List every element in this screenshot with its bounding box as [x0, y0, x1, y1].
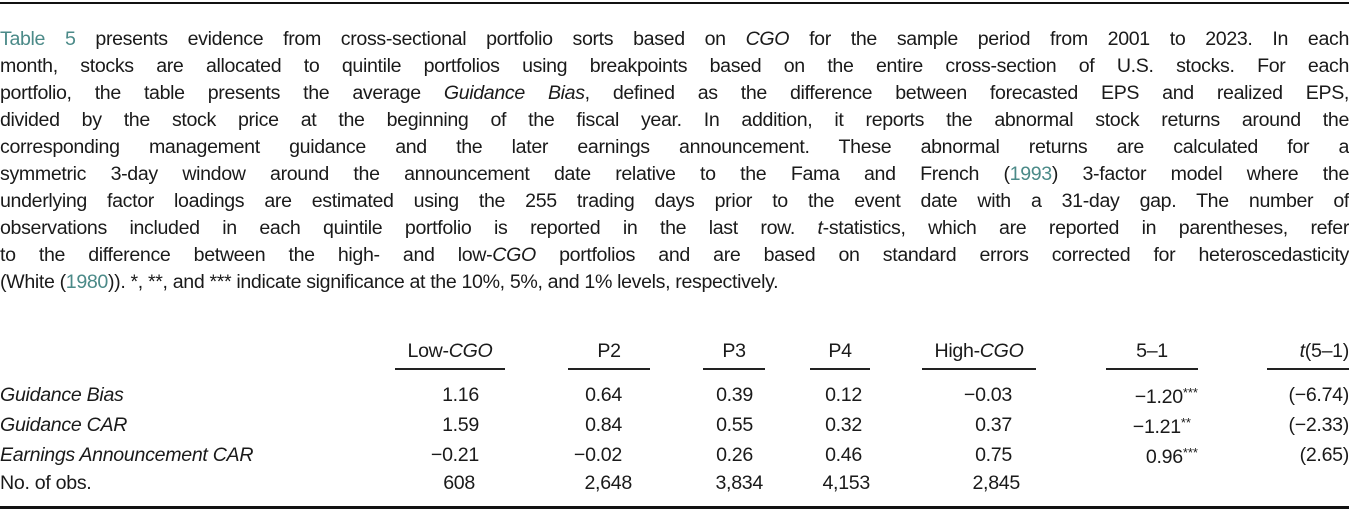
- caption-line: portfolio, the table presents the averag…: [0, 82, 1349, 104]
- cell-tstat: (−6.74): [1288, 384, 1349, 406]
- cell-p4: 0.12: [825, 384, 862, 406]
- header-p4: P4: [765, 336, 890, 372]
- cell-high: −0.03: [963, 384, 1012, 406]
- cgo-portfolio-table: Low-CGO P2 P3 P4 High-CGO 5–1 t(5–1) Gui…: [0, 336, 1349, 496]
- row-label: Guidance Bias: [0, 384, 124, 406]
- caption-line: (White (1980)). *, **, and *** indicate …: [0, 271, 779, 293]
- bottom-rule: [0, 506, 1349, 509]
- header-p3: P3: [650, 336, 765, 372]
- cell-p4: 0.46: [825, 444, 862, 466]
- caption-line: Table 5 presents evidence from cross-sec…: [0, 28, 1349, 50]
- table-row-guidance-car: Guidance CAR 1.59 0.84 0.55 0.32 0.37 −1…: [0, 410, 1349, 440]
- cell-high: 0.37: [975, 414, 1012, 436]
- row-label: No. of obs.: [0, 472, 92, 494]
- cell-diff: −1.21**: [1132, 415, 1191, 438]
- cell-p3: 0.26: [716, 444, 753, 466]
- citation-link-1993[interactable]: 1993: [1009, 163, 1053, 185]
- header-t-stat: t(5–1): [1220, 336, 1349, 372]
- cell-high: 2,845: [972, 472, 1020, 494]
- cell-diff: [1040, 470, 1220, 496]
- caption-line: symmetric 3-day window around the announ…: [0, 163, 1349, 185]
- cell-p2: 0.64: [585, 384, 622, 406]
- cell-p2: 2,648: [584, 472, 632, 494]
- header-p2: P2: [505, 336, 650, 372]
- caption-line: observations included in each quintile p…: [0, 217, 1349, 239]
- cell-diff: 0.96***: [1145, 445, 1198, 468]
- top-rule: [0, 2, 1349, 4]
- cell-p3: 0.39: [716, 384, 753, 406]
- header-high-cgo: High-CGO: [890, 336, 1040, 372]
- header-5-1: 5–1: [1040, 336, 1220, 372]
- cell-tstat: [1220, 470, 1349, 496]
- cell-p4: 4,153: [822, 472, 870, 494]
- cell-low: 1.16: [442, 384, 479, 406]
- cell-low: 1.59: [442, 414, 479, 436]
- row-label: Earnings Announcement CAR: [0, 444, 254, 466]
- table-row-no-obs: No. of obs. 608 2,648 3,834 4,153 2,845: [0, 470, 1349, 496]
- cell-low: 608: [443, 472, 475, 494]
- cell-high: 0.75: [975, 444, 1012, 466]
- header-blank: [0, 336, 380, 372]
- cell-p2: 0.84: [585, 414, 622, 436]
- header-row: Low-CGO P2 P3 P4 High-CGO 5–1 t(5–1): [0, 336, 1349, 372]
- caption-line: to the difference between the high- and …: [0, 244, 1349, 266]
- cell-low: −0.21: [430, 444, 479, 466]
- table-reference-link[interactable]: Table 5: [0, 28, 76, 50]
- caption-line: divided by the stock price at the beginn…: [0, 109, 1349, 131]
- caption-line: corresponding management guidance and th…: [0, 136, 1349, 158]
- table-caption: Table 5 presents evidence from cross-sec…: [0, 26, 1349, 296]
- cell-diff: −1.20***: [1134, 385, 1198, 408]
- cell-p3: 3,834: [715, 472, 763, 494]
- cell-p4: 0.32: [825, 414, 862, 436]
- row-label: Guidance CAR: [0, 414, 128, 436]
- cell-tstat: (−2.33): [1288, 414, 1349, 436]
- cell-p2: −0.02: [573, 444, 622, 466]
- caption-line: underlying factor loadings are estimated…: [0, 190, 1349, 212]
- table-row-guidance-bias: Guidance Bias 1.16 0.64 0.39 0.12 −0.03 …: [0, 380, 1349, 410]
- header-low-cgo: Low-CGO: [380, 336, 505, 372]
- caption-line: month, stocks are allocated to quintile …: [0, 55, 1349, 77]
- citation-link-1980[interactable]: 1980: [65, 271, 109, 293]
- table-row-earnings-car: Earnings Announcement CAR −0.21 −0.02 0.…: [0, 440, 1349, 470]
- cell-tstat: (2.65): [1299, 444, 1349, 466]
- cell-p3: 0.55: [716, 414, 753, 436]
